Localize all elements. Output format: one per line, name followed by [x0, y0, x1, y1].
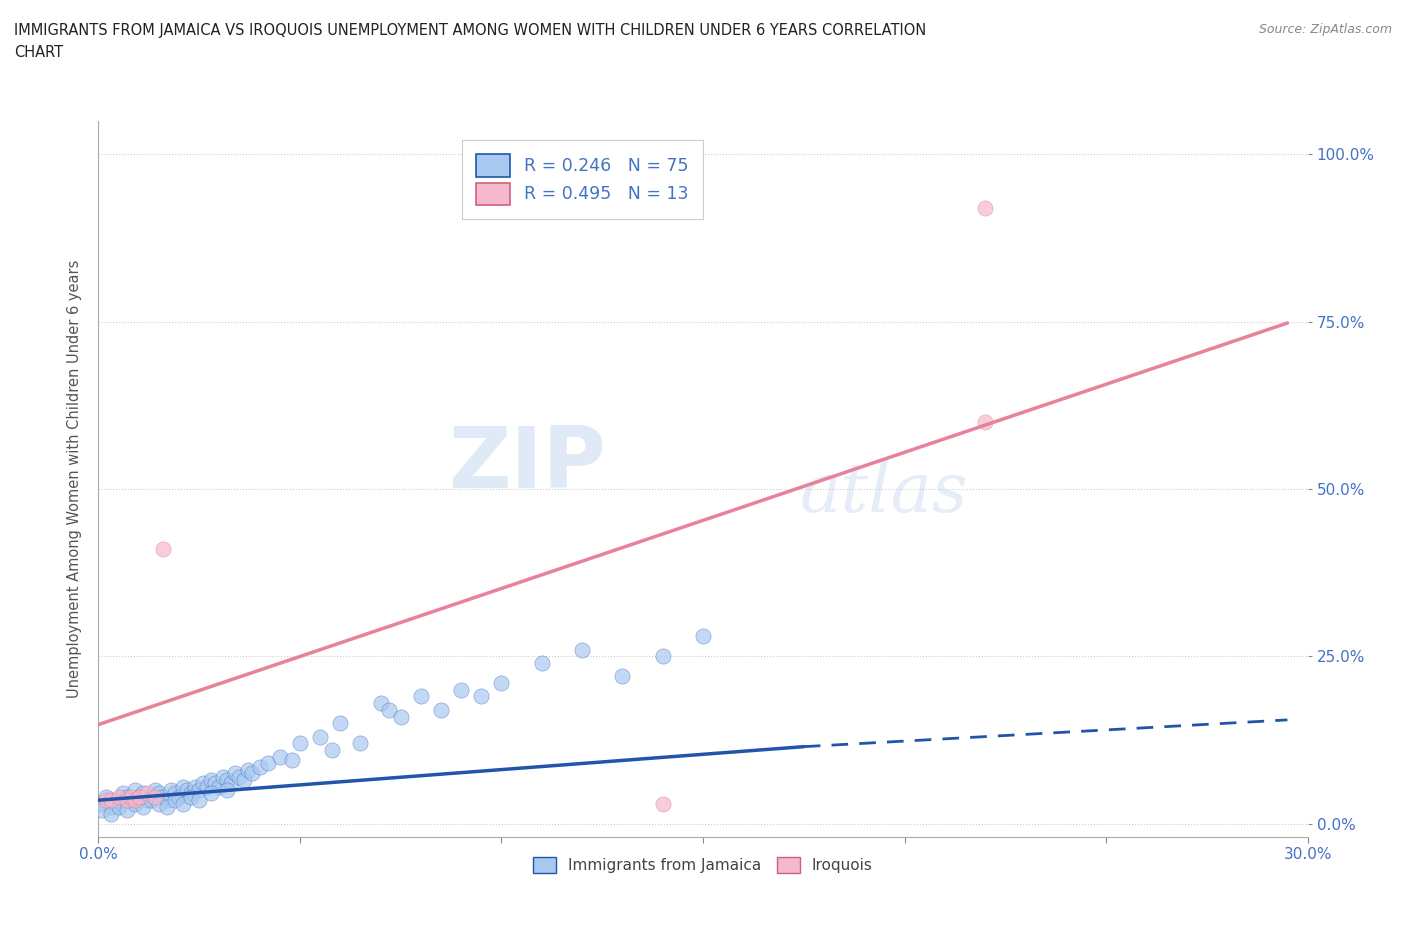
Point	[612, 669, 634, 684]
Point	[103, 792, 125, 807]
Point	[389, 709, 412, 724]
Point	[91, 803, 114, 817]
Point	[450, 683, 472, 698]
Point	[193, 776, 215, 790]
Text: atlas: atlas	[800, 459, 969, 526]
Point	[148, 796, 170, 811]
Point	[651, 649, 673, 664]
Point	[409, 689, 432, 704]
Point	[115, 792, 138, 807]
Point	[974, 201, 997, 216]
Point	[692, 629, 714, 644]
Point	[120, 792, 142, 807]
Point	[124, 783, 146, 798]
Point	[974, 415, 997, 430]
Text: CHART: CHART	[14, 45, 63, 60]
Point	[212, 769, 235, 784]
Point	[232, 773, 254, 788]
Point	[370, 696, 392, 711]
Point	[139, 792, 162, 807]
Point	[269, 750, 291, 764]
Point	[249, 759, 271, 774]
Point	[132, 786, 155, 801]
Point	[120, 790, 142, 804]
Point	[128, 790, 150, 804]
Point	[152, 790, 174, 804]
Point	[100, 806, 122, 821]
Point	[96, 790, 118, 804]
Point	[100, 800, 122, 815]
Point	[156, 792, 179, 807]
Point	[91, 796, 114, 811]
Point	[124, 792, 146, 807]
Point	[135, 792, 157, 807]
Point	[156, 800, 179, 815]
Point	[180, 790, 202, 804]
Point	[184, 779, 207, 794]
Point	[107, 790, 129, 804]
Point	[135, 786, 157, 801]
Point	[224, 766, 246, 781]
Point	[132, 800, 155, 815]
Point	[195, 779, 218, 794]
Point	[236, 763, 259, 777]
Point	[180, 786, 202, 801]
Point	[491, 675, 513, 690]
Point	[143, 783, 166, 798]
Point	[176, 783, 198, 798]
Point	[256, 756, 278, 771]
Point	[163, 786, 186, 801]
Point	[139, 790, 162, 804]
Point	[571, 643, 593, 658]
Point	[221, 776, 243, 790]
Point	[115, 790, 138, 804]
Point	[530, 656, 553, 671]
Point	[148, 786, 170, 801]
Point	[204, 776, 226, 790]
Point	[329, 716, 352, 731]
Point	[228, 769, 250, 784]
Point	[100, 792, 122, 807]
Text: ZIP: ZIP	[449, 423, 606, 506]
Point	[128, 790, 150, 804]
Point	[96, 792, 118, 807]
Point	[143, 790, 166, 804]
Point	[651, 796, 673, 811]
Point	[200, 773, 222, 788]
Text: IMMIGRANTS FROM JAMAICA VS IROQUOIS UNEMPLOYMENT AMONG WOMEN WITH CHILDREN UNDER: IMMIGRANTS FROM JAMAICA VS IROQUOIS UNEM…	[14, 23, 927, 38]
Text: Source: ZipAtlas.com: Source: ZipAtlas.com	[1258, 23, 1392, 36]
Point	[217, 783, 239, 798]
Point	[288, 736, 311, 751]
Point	[309, 729, 332, 744]
Point	[321, 742, 343, 757]
Point	[167, 790, 190, 804]
Point	[124, 796, 146, 811]
Point	[240, 766, 263, 781]
Point	[115, 803, 138, 817]
Point	[217, 773, 239, 788]
Point	[208, 779, 231, 794]
Point	[107, 796, 129, 811]
Legend: Immigrants from Jamaica, Iroquois: Immigrants from Jamaica, Iroquois	[527, 851, 879, 880]
Point	[172, 796, 194, 811]
Point	[377, 702, 399, 717]
Point	[349, 736, 371, 751]
Point	[188, 792, 211, 807]
Point	[200, 786, 222, 801]
Point	[152, 542, 174, 557]
Point	[107, 800, 129, 815]
Point	[430, 702, 453, 717]
Y-axis label: Unemployment Among Women with Children Under 6 years: Unemployment Among Women with Children U…	[67, 259, 83, 698]
Point	[470, 689, 492, 704]
Point	[188, 783, 211, 798]
Point	[281, 752, 304, 767]
Point	[160, 783, 183, 798]
Point	[172, 779, 194, 794]
Point	[111, 786, 134, 801]
Point	[163, 792, 186, 807]
